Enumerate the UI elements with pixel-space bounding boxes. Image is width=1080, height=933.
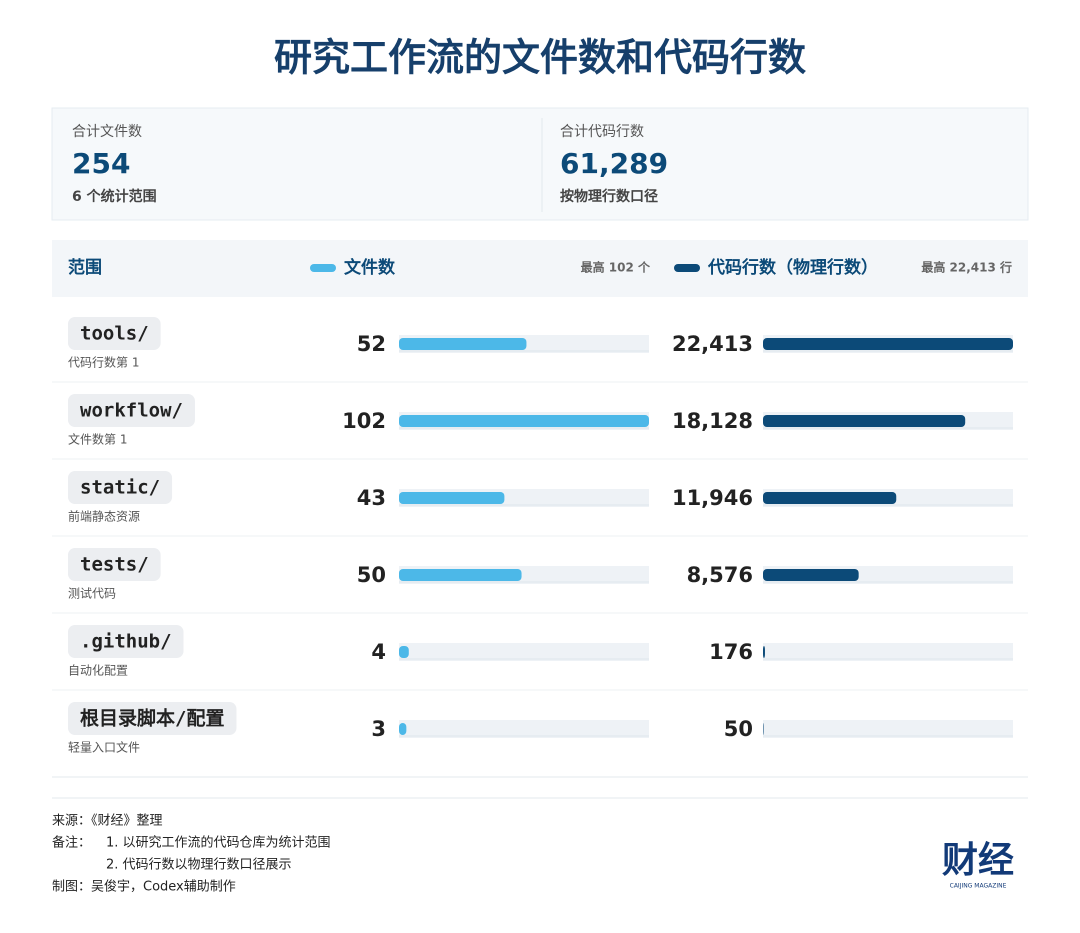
note: 2. 代码行数以物理行数口径展示 [106,858,292,873]
bar [399,569,522,581]
category-label: static/ [80,477,160,499]
summary-note: 6 个统计范围 [72,188,157,205]
value-label: 43 [357,486,386,510]
bar-track [399,643,649,661]
value-label: 176 [709,640,753,664]
summary-value: 61,289 [560,147,668,180]
bar [399,338,527,350]
column-header: 范围 [68,257,102,278]
value-label: 52 [357,332,386,356]
value-label: 8,576 [687,563,753,587]
value-label: 102 [342,409,386,433]
summary-label: 合计文件数 [72,124,142,140]
logo: 财经 [942,840,1014,881]
summary-note: 按物理行数口径 [560,188,658,205]
value-label: 50 [724,717,753,741]
value-label: 50 [357,563,386,587]
bar [763,569,859,581]
bar [763,338,1013,350]
bar [399,415,649,427]
logo-sub: CAIJING MAGAZINE [950,883,1007,890]
value-label: 3 [371,717,386,741]
bar-track [399,720,649,738]
category-label: .github/ [80,631,172,653]
max-label: 最高 102 个 [581,260,651,275]
credit: 制图：吴俊宇，Codex辅助制作 [52,880,236,895]
value-label: 4 [371,640,386,664]
bar [399,723,407,735]
bar [763,415,966,427]
source: 来源：《财经》整理 [52,814,163,829]
summary-panel [51,107,1029,221]
max-label: 最高 22,413 行 [921,260,1012,275]
category-pill [68,394,195,427]
notes-label: 备注： [52,835,91,851]
bar [399,492,505,504]
bar [763,646,765,658]
category-note: 前端静态资源 [68,509,140,524]
legend-swatch [310,264,336,272]
bar-track [763,720,1013,738]
bar [763,723,764,735]
legend-swatch [674,264,700,272]
summary-label: 合计代码行数 [560,124,644,140]
table-header [52,240,1028,297]
value-label: 22,413 [672,332,753,356]
category-note: 轻量入口文件 [68,740,140,755]
category-label: workflow/ [80,400,183,422]
category-pill [68,317,161,350]
category-note: 代码行数第 1 [68,355,139,370]
bar [399,646,409,658]
note: 1. 以研究工作流的代码仓库为统计范围 [106,835,331,851]
category-label: tests/ [80,554,149,576]
value-label: 11,946 [672,486,753,510]
bar [763,492,897,504]
legend-label: 文件数 [344,257,396,278]
summary-value: 254 [72,147,130,180]
category-note: 自动化配置 [68,664,128,678]
category-pill [68,471,173,504]
category-pill [68,625,184,658]
legend-label: 代码行数（物理行数） [707,257,878,278]
value-label: 18,128 [672,409,753,433]
category-label: 根目录脚本/配置 [80,707,224,730]
category-pill [68,548,161,581]
category-label: tools/ [80,323,149,345]
chart-title: 研究工作流的文件数和代码行数 [274,36,806,80]
category-note: 文件数第 1 [68,432,127,447]
category-note: 测试代码 [68,586,116,601]
category-pill [68,702,237,735]
bar-track [763,643,1013,661]
